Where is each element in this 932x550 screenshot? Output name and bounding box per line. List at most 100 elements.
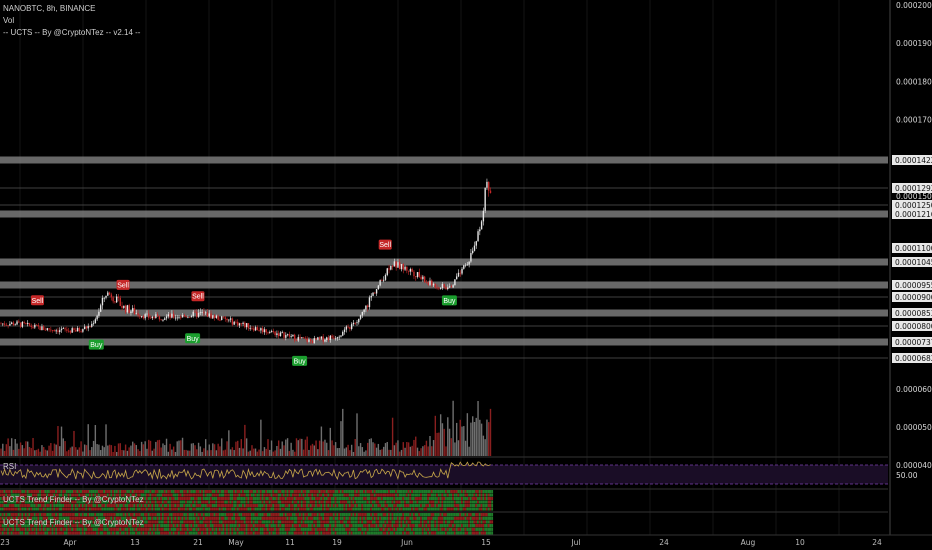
trend-cell-2 xyxy=(468,520,470,524)
trend-cell-2 xyxy=(131,513,134,517)
trend-cell-2 xyxy=(272,520,275,524)
trend-cell-1 xyxy=(315,507,317,511)
trend-cell-1 xyxy=(1,490,4,494)
trend-cell-2 xyxy=(5,520,8,524)
volume-bar xyxy=(0,448,2,456)
trend-cell-1 xyxy=(400,507,403,511)
trend-cell-2 xyxy=(195,524,198,528)
trend-cell-2 xyxy=(1,516,4,520)
trend-cell-1 xyxy=(290,490,292,494)
trend-cell-1 xyxy=(279,504,282,508)
trend-cell-1 xyxy=(149,504,152,508)
trend-cell-2 xyxy=(295,524,298,528)
trend-cell-2 xyxy=(299,524,301,528)
trend-cell-2 xyxy=(242,520,244,524)
price-axis-tick: 0.00020000 xyxy=(896,1,932,10)
trend-cell-1 xyxy=(405,504,408,508)
trend-cell-2 xyxy=(391,527,394,531)
trend-cell-1 xyxy=(320,493,323,497)
trend-cell-1 xyxy=(469,493,472,497)
trend-cell-2 xyxy=(432,516,435,520)
trend-cell-1 xyxy=(217,507,219,511)
trend-cell-2 xyxy=(165,524,168,528)
trend-cell-2 xyxy=(411,513,413,517)
trend-cell-2 xyxy=(32,531,34,535)
trend-cell-2 xyxy=(99,513,102,517)
trend-cell-1 xyxy=(103,493,106,497)
trend-cell-1 xyxy=(233,493,235,497)
trend-cell-1 xyxy=(404,504,406,508)
trend-cell-1 xyxy=(53,500,56,504)
trend-cell-1 xyxy=(363,500,365,504)
trend-cell-2 xyxy=(425,516,428,520)
trend-cell-1 xyxy=(256,493,259,497)
trend-cell-1 xyxy=(293,497,296,501)
trend-cell-1 xyxy=(122,507,125,511)
trend-cell-1 xyxy=(372,507,374,511)
trend-cell-2 xyxy=(224,531,227,535)
trend-cell-2 xyxy=(56,531,59,535)
trend-cell-1 xyxy=(1,500,4,504)
trend-cell-1 xyxy=(288,500,291,504)
trend-cell-1 xyxy=(213,493,216,497)
trend-cell-1 xyxy=(1,493,4,497)
trend-cell-1 xyxy=(49,507,52,511)
trend-cell-1 xyxy=(336,493,339,497)
trend-cell-1 xyxy=(359,497,362,501)
trend-cell-1 xyxy=(411,497,413,501)
trend-cell-2 xyxy=(348,520,351,524)
trend-cell-1 xyxy=(471,507,474,511)
trend-cell-2 xyxy=(404,531,406,535)
trend-cell-1 xyxy=(7,504,9,508)
trend-cell-1 xyxy=(49,493,52,497)
trend-cell-2 xyxy=(389,520,392,524)
trend-cell-2 xyxy=(76,520,79,524)
trend-cell-1 xyxy=(110,507,113,511)
trend-cell-2 xyxy=(245,524,248,528)
trend-cell-2 xyxy=(446,527,449,531)
trend-cell-1 xyxy=(194,490,196,494)
trend-cell-1 xyxy=(153,504,155,508)
trend-cell-1 xyxy=(320,500,323,504)
trend-cell-2 xyxy=(85,524,88,528)
volume-bar xyxy=(315,440,317,456)
trend-cell-2 xyxy=(138,524,141,528)
trend-cell-1 xyxy=(343,507,346,511)
volume-bar xyxy=(431,446,433,456)
trend-cell-2 xyxy=(348,513,351,517)
trend-cell-1 xyxy=(267,504,269,508)
trend-cell-1 xyxy=(441,490,444,494)
trend-cell-2 xyxy=(407,531,410,535)
trend-cell-1 xyxy=(19,507,22,511)
trend-cell-1 xyxy=(181,497,184,501)
trend-cell-2 xyxy=(231,527,234,531)
trend-cell-2 xyxy=(354,516,357,520)
trend-cell-2 xyxy=(421,524,424,528)
trend-cell-1 xyxy=(407,500,410,504)
trend-cell-2 xyxy=(377,516,380,520)
trend-cell-1 xyxy=(30,500,33,504)
trend-cell-2 xyxy=(39,513,41,517)
trend-cell-2 xyxy=(480,531,483,535)
trend-cell-2 xyxy=(386,531,389,535)
trend-cell-1 xyxy=(195,504,198,508)
trend-cell-1 xyxy=(72,493,75,497)
candle-body xyxy=(96,315,98,320)
trend-cell-2 xyxy=(407,520,410,524)
trend-cell-1 xyxy=(363,504,365,508)
candle-body xyxy=(238,323,241,326)
trend-cell-1 xyxy=(469,490,472,494)
trend-cell-2 xyxy=(220,531,223,535)
trend-cell-1 xyxy=(411,490,413,494)
trend-cell-2 xyxy=(10,531,13,535)
volume-bar xyxy=(48,445,50,456)
trend-cell-1 xyxy=(115,504,118,508)
trend-cell-1 xyxy=(428,504,431,508)
candle-body xyxy=(411,269,413,272)
trend-cell-1 xyxy=(256,500,259,504)
trend-cell-2 xyxy=(457,513,460,517)
candle-body xyxy=(388,268,390,270)
price-tag-label: 0.00012160 xyxy=(895,210,932,219)
trend-cell-2 xyxy=(69,516,72,520)
